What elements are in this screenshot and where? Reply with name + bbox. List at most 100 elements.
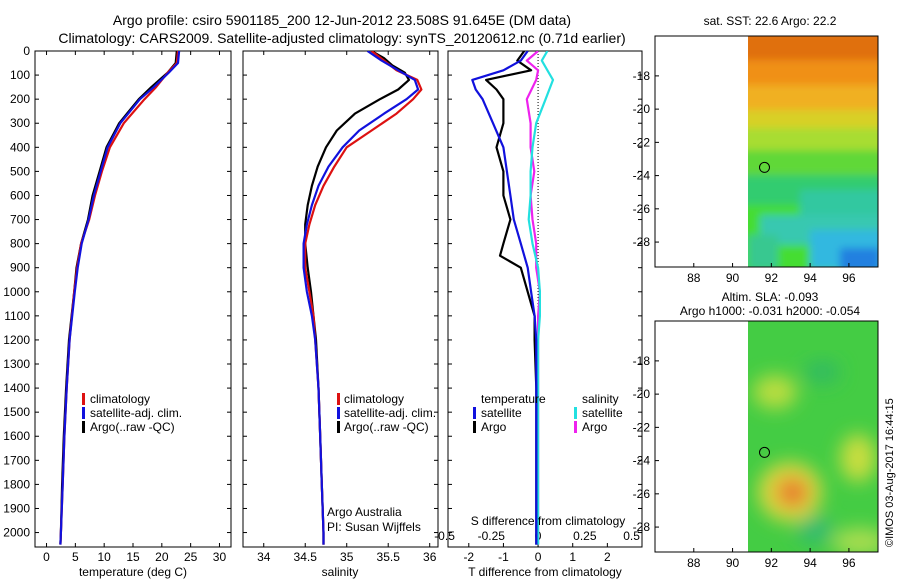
- title-line2: Climatology: CARS2009. Satellite-adjuste…: [58, 30, 625, 46]
- x-tick-label: 1: [569, 550, 576, 564]
- legend-swatch-climatology: [82, 393, 85, 405]
- depth-tick-label: 900: [10, 261, 30, 275]
- depth-tick-label: 1800: [3, 477, 30, 491]
- x-tick-label: 35.5: [377, 550, 401, 564]
- x-tick-label: 25: [184, 550, 198, 564]
- s-difference-label: S difference from climatology: [471, 514, 626, 528]
- salinity-plot: 34 34.5 35 35.5 36: [257, 51, 437, 564]
- x-tick-label: 30: [213, 550, 227, 564]
- temperature-plot: 0 5 10 15 20 25 30: [43, 51, 226, 564]
- map-y-tick-label: -22: [633, 420, 651, 434]
- sst-map-field: [748, 36, 878, 267]
- sst-argo-position-marker: [759, 161, 770, 173]
- difference-plot: -2 -1 0 1 2-0.5 -0.25 0 0.25 0.5: [434, 51, 640, 564]
- s-tick-label: 0.5: [623, 529, 640, 543]
- depth-tick-label: 700: [10, 213, 30, 227]
- x-tick-label: 0: [43, 550, 50, 564]
- salinity-legend: climatology satellite-adj. clim. Argo(..…: [337, 392, 436, 434]
- map-y-tick-label: -20: [633, 387, 651, 401]
- legend-group-temperature: temperature: [481, 392, 546, 406]
- map-x-tick-label: 92: [765, 271, 779, 285]
- map-x-tick-label: 88: [687, 271, 701, 285]
- s-tick-label: -0.5: [434, 529, 455, 543]
- depth-tick-label: 1100: [4, 309, 30, 323]
- depth-tick-label: 1600: [3, 429, 30, 443]
- map-y-tick-label: -22: [633, 135, 651, 149]
- map-y-tick-label: -24: [633, 169, 651, 183]
- x-tick-label: 20: [155, 550, 169, 564]
- depth-tick-label: 100: [10, 68, 30, 82]
- legend-label-satellite: satellite-adj. clim.: [344, 406, 436, 420]
- s-tick-label: 0.25: [573, 529, 597, 543]
- depth-tick-label: 800: [10, 237, 30, 251]
- depth-tick-label: 1900: [3, 501, 30, 515]
- legend-label-climatology: climatology: [90, 392, 150, 406]
- x-tick-label: 0: [535, 550, 542, 564]
- x-tick-label: 35: [340, 550, 354, 564]
- map-x-tick-label: 96: [842, 556, 856, 570]
- map-y-tick-label: -18: [633, 69, 651, 83]
- depth-tick-label: 1500: [3, 405, 30, 419]
- series-line-salinity-satellite: [527, 51, 555, 545]
- x-tick-label: 5: [72, 550, 79, 564]
- difference-legend: temperature satellite Argo salinity sate…: [473, 392, 623, 434]
- depth-tick-label: 400: [10, 140, 30, 154]
- legend-label-satellite: satellite-adj. clim.: [90, 406, 182, 420]
- depth-tick-label: 1200: [3, 333, 30, 347]
- series-line-climatology: [304, 51, 423, 545]
- sst-map-axes: [654, 35, 879, 268]
- series-line-temperature-satellite: [471, 51, 538, 545]
- imos-timestamp: ©IMOS 03-Aug-2017 16:44:15: [884, 398, 896, 547]
- depth-tick-label: 600: [10, 188, 30, 202]
- depth-tick-label: 1000: [3, 285, 30, 299]
- legend-swatch-argo: [82, 421, 85, 433]
- sla-map-title: Altim. SLA: -0.093: [722, 290, 819, 304]
- depth-tick-label: 300: [10, 116, 30, 130]
- legend-swatch-temp-argo: [473, 421, 476, 433]
- map-x-tick-label: 96: [842, 271, 856, 285]
- x-tick-label: -2: [463, 550, 474, 564]
- depth-tick-label: 1300: [3, 357, 30, 371]
- temperature-xlabel: temperature (deg C): [79, 565, 187, 579]
- x-tick-label: -1: [498, 550, 509, 564]
- legend-group-salinity: salinity: [582, 392, 619, 406]
- temperature-legend: climatology satellite-adj. clim. Argo(..…: [82, 392, 182, 434]
- annotation-pi: PI: Susan Wijffels: [327, 520, 421, 534]
- x-tick-label: 34.5: [294, 550, 318, 564]
- legend-label-sal-argo: Argo: [582, 420, 608, 434]
- legend-swatch-argo: [337, 421, 340, 433]
- s-tick-label: -0.25: [478, 529, 506, 543]
- depth-axis: 0 100 200 300 400 500 600 700 800 900 1000 1100 1200…: [3, 44, 642, 540]
- map-x-tick-label: 90: [726, 271, 740, 285]
- x-tick-label: 34: [257, 550, 271, 564]
- legend-swatch-temp-satellite: [473, 407, 476, 419]
- map-y-tick-label: -18: [633, 354, 651, 368]
- series-line-satellite-adj-clim-: [59, 51, 181, 545]
- legend-swatch-satellite: [82, 407, 85, 419]
- legend-label-argo: Argo(..raw -QC): [344, 420, 429, 434]
- map-x-tick-label: 94: [803, 556, 817, 570]
- temperature-axes: [34, 50, 232, 548]
- legend-swatch-sal-argo: [574, 421, 577, 433]
- title-line1: Argo profile: csiro 5901185_200 12-Jun-2…: [113, 12, 571, 28]
- map-y-tick-label: -20: [633, 102, 651, 116]
- salinity-xlabel: salinity: [322, 565, 359, 579]
- x-tick-label: 2: [604, 550, 611, 564]
- legend-swatch-sal-satellite: [574, 407, 577, 419]
- sla-map-field: [748, 321, 878, 552]
- t-difference-label: T difference from climatology: [468, 565, 622, 579]
- x-tick-label: 36: [423, 550, 437, 564]
- sst-map-title: sat. SST: 22.6 Argo: 22.2: [704, 14, 837, 28]
- sla-map-axes: [654, 320, 879, 553]
- depth-tick-label: 2000: [3, 526, 30, 540]
- depth-tick-label: 1400: [3, 381, 30, 395]
- map-y-tick-label: -26: [633, 487, 651, 501]
- x-tick-label: 10: [97, 550, 111, 564]
- depth-tick-label: 500: [10, 164, 30, 178]
- map-y-tick-label: -28: [633, 520, 651, 534]
- map-x-tick-label: 90: [726, 556, 740, 570]
- depth-tick-label: 200: [10, 92, 30, 106]
- depth-tick-label: 1700: [3, 453, 30, 467]
- map-y-tick-label: -28: [633, 235, 651, 249]
